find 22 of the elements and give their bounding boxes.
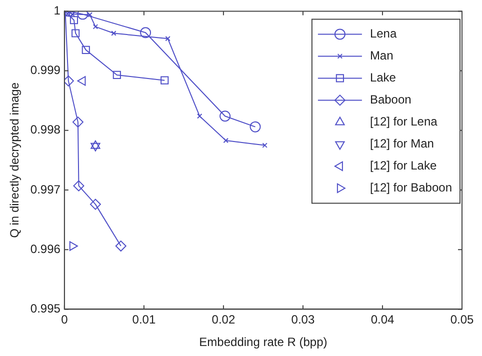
- x-tick-label: 0: [61, 312, 68, 327]
- legend-label: Man: [370, 48, 394, 63]
- x-axis-title: Embedding rate R (bpp): [199, 335, 328, 350]
- legend-label: [12] for Lena: [370, 114, 438, 129]
- legend-label: Lake: [370, 70, 396, 85]
- legend-label: Lena: [370, 26, 397, 41]
- x-tick-label: 0.01: [132, 312, 156, 327]
- y-tick-label: 0.999: [30, 63, 61, 78]
- legend-label: [12] for Man: [370, 136, 434, 151]
- y-tick-label: 0.998: [30, 122, 61, 137]
- y-tick-label: 0.997: [30, 182, 61, 196]
- legend-label: [12] for Lake: [370, 158, 437, 173]
- y-tick-label: 1: [54, 4, 61, 18]
- legend-label: Baboon: [370, 92, 412, 107]
- x-tick-label: 0.05: [450, 312, 474, 327]
- y-tick-label: 0.995: [30, 302, 61, 316]
- x-tick-label: 0.04: [370, 312, 394, 327]
- y-tick-label: 0.996: [30, 242, 61, 256]
- x-tick-label: 0.03: [291, 312, 315, 327]
- y-axis-title: Q in directly decrypted image: [8, 82, 22, 238]
- x-tick-label: 0.02: [212, 312, 236, 327]
- legend-label: [12] for Baboon: [370, 180, 452, 195]
